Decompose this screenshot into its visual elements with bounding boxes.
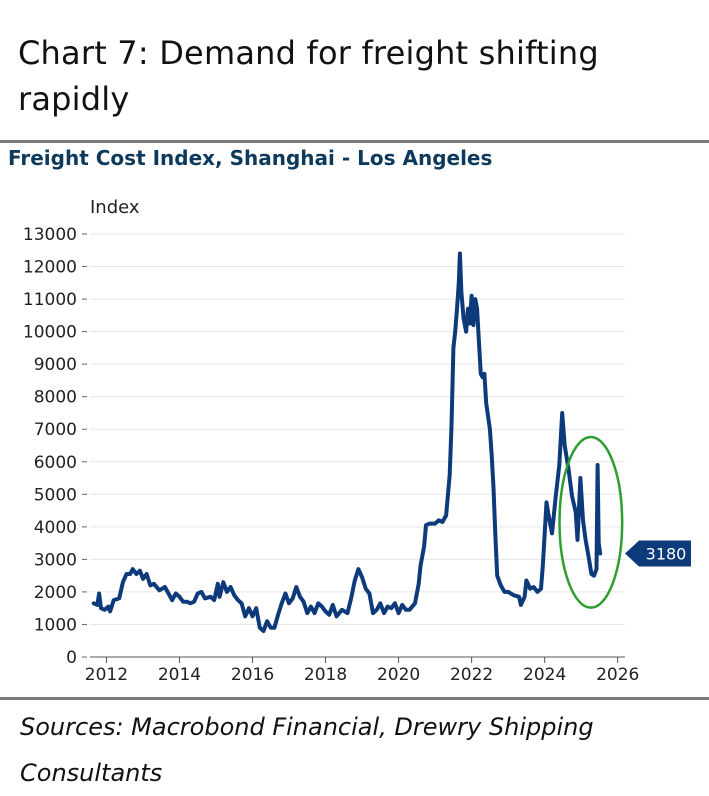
x-tick-label: 2016	[231, 665, 274, 685]
y-tick-label: 13000	[23, 225, 77, 245]
annotations: 3180	[558, 435, 691, 609]
y-axis-ticks: 0 1000 2000 3000 4000 5000 6000 7000 8000 9000 100…	[23, 225, 87, 668]
y-tick-label: 0	[66, 648, 77, 668]
y-tick-label: 3000	[34, 550, 77, 570]
x-tick-label: 2014	[158, 665, 201, 685]
y-tick-label: 1000	[34, 615, 77, 635]
last-value-tag	[625, 540, 691, 567]
y-tick-label: 5000	[34, 485, 77, 505]
x-tick-label: 2018	[304, 665, 347, 685]
y-tick-label: 2000	[34, 583, 77, 603]
sources-note: Sources: Macrobond Financial, Drewry Shi…	[20, 713, 594, 787]
y-tick-label: 4000	[34, 518, 77, 538]
y-tick-label: 10000	[23, 323, 77, 343]
y-tick-label: 9000	[34, 355, 77, 375]
x-tick-label: 2026	[596, 665, 639, 685]
x-tick-label: 2012	[85, 665, 128, 685]
last-value-label: 3180	[646, 545, 687, 564]
y-tick-label: 12000	[23, 258, 77, 278]
series-line-freight-cost	[91, 251, 603, 633]
y-axis-title: Index	[90, 197, 140, 218]
series-group	[91, 251, 603, 633]
x-tick-label: 2022	[450, 665, 493, 685]
y-tick-label: 6000	[34, 453, 77, 473]
x-tick-label: 2024	[523, 665, 566, 685]
chart-title: Chart 7: Demand for freight shifting rap…	[18, 34, 599, 118]
x-tick-label: 2020	[377, 665, 420, 685]
y-tick-label: 11000	[23, 290, 77, 310]
freight-cost-line-chart: Index 0 1000 2000 3000 4000 5000 6000 7000 8000 9…	[23, 197, 691, 685]
top-divider	[0, 140, 709, 143]
y-tick-label: 7000	[34, 420, 77, 440]
chart-subtitle: Freight Cost Index, Shanghai - Los Angel…	[8, 146, 493, 170]
highlight-ellipse	[558, 435, 624, 609]
y-tick-label: 8000	[34, 388, 77, 408]
x-axis-ticks: 2012 2014 2016 2018 2020 2022 2024 2026	[85, 656, 639, 685]
bottom-divider	[0, 697, 709, 700]
